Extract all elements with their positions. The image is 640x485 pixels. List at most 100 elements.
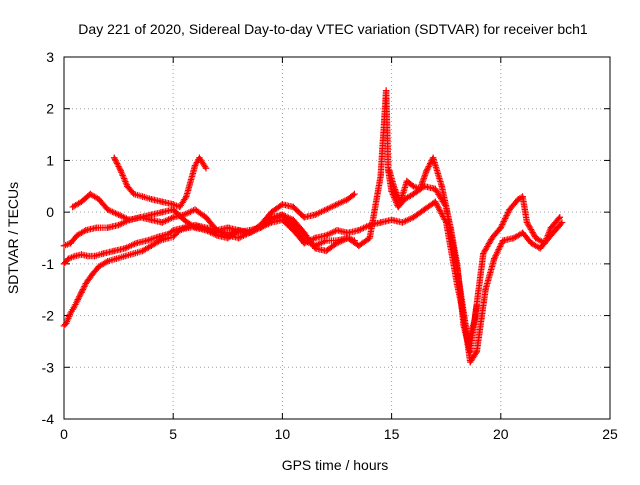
series-2: [60, 198, 566, 366]
data-point: [130, 190, 138, 198]
data-point: [279, 201, 286, 208]
data-point: [497, 224, 504, 231]
data-point: [290, 227, 297, 234]
data-point: [78, 289, 85, 296]
data-point: [111, 154, 118, 162]
data-point: [89, 271, 96, 278]
data-point: [191, 224, 199, 231]
data-point: [60, 242, 68, 249]
data-point: [202, 164, 210, 172]
plot-frame: [63, 56, 611, 420]
y-tick-label: 2: [46, 101, 54, 117]
data-point: [399, 219, 406, 226]
data-point: [344, 196, 352, 203]
data-point: [447, 224, 454, 231]
data-point: [523, 219, 531, 226]
data-point: [82, 227, 90, 234]
series-4: [69, 190, 358, 242]
data-point: [488, 234, 496, 242]
data-point: [67, 239, 74, 247]
y-tick-label: 3: [46, 49, 54, 65]
y-tick-label: 1: [46, 152, 54, 168]
data-point: [93, 224, 100, 231]
x-tick-label: 15: [384, 426, 400, 442]
data-point: [333, 201, 341, 208]
data-point: [410, 214, 417, 221]
data-point: [148, 216, 155, 224]
data-point: [377, 172, 384, 180]
data-point: [104, 224, 111, 231]
data-point: [480, 250, 487, 257]
data-point: [268, 208, 275, 216]
data-point: [202, 227, 210, 234]
data-point: [519, 229, 526, 237]
data-point: [432, 185, 439, 193]
series-6: [386, 154, 480, 355]
data-point: [460, 322, 467, 330]
data-point: [170, 201, 177, 208]
data-point: [148, 242, 155, 249]
data-point: [117, 167, 124, 174]
data-point: [115, 211, 122, 218]
data-point: [191, 206, 199, 213]
x-tick-label: 0: [60, 426, 68, 442]
data-point: [333, 239, 341, 247]
data-point: [467, 348, 474, 355]
data-point: [386, 167, 393, 174]
data-point: [545, 234, 553, 242]
data-point: [115, 221, 122, 229]
x-tick-label: 5: [169, 426, 177, 442]
data-point: [113, 255, 120, 262]
data-point: [84, 252, 92, 260]
data-point: [301, 214, 308, 221]
data-point: [311, 211, 319, 218]
data-point: [130, 250, 138, 257]
data-point: [301, 229, 308, 237]
x-axis-label: GPS time / hours: [282, 457, 389, 473]
data-point: [467, 358, 474, 366]
ticks-group: 0 5 10 15 20 25 -4 -3 -2 -1 0 1 2 3: [42, 49, 618, 442]
data-point: [355, 227, 363, 234]
data-group: [60, 87, 566, 366]
data-point: [432, 198, 439, 205]
data-point: [139, 247, 146, 255]
data-point: [176, 203, 183, 211]
data-point: [65, 314, 72, 322]
x-tick-label: 20: [493, 426, 509, 442]
data-point: [397, 198, 404, 205]
data-point: [121, 252, 129, 260]
data-point: [170, 227, 177, 234]
data-point: [322, 232, 330, 239]
data-point: [65, 255, 72, 262]
data-point: [322, 247, 330, 255]
data-point: [390, 183, 397, 190]
data-point: [104, 206, 111, 213]
data-point: [473, 302, 480, 309]
y-tick-label: -1: [42, 256, 55, 272]
data-point: [355, 242, 363, 249]
data-point: [70, 304, 78, 312]
data-point: [482, 286, 489, 293]
data-point: [235, 234, 242, 242]
data-point: [410, 183, 417, 190]
data-point: [453, 260, 461, 268]
data-point: [382, 87, 390, 94]
data-point: [416, 185, 424, 193]
data-point: [73, 297, 81, 305]
data-point: [224, 224, 231, 231]
data-point: [213, 227, 221, 234]
data-point: [148, 196, 155, 203]
data-point: [191, 162, 199, 169]
data-point: [67, 309, 74, 317]
data-point: [528, 239, 535, 247]
data-point: [124, 183, 131, 190]
data-point: [62, 320, 70, 327]
series-2-markers: [60, 198, 566, 366]
data-point: [78, 251, 85, 258]
y-axis-label: SDTVAR / TECUs: [5, 182, 21, 294]
data-point: [159, 208, 166, 216]
data-point: [491, 255, 498, 262]
data-point: [224, 232, 231, 239]
data-point: [111, 247, 118, 255]
